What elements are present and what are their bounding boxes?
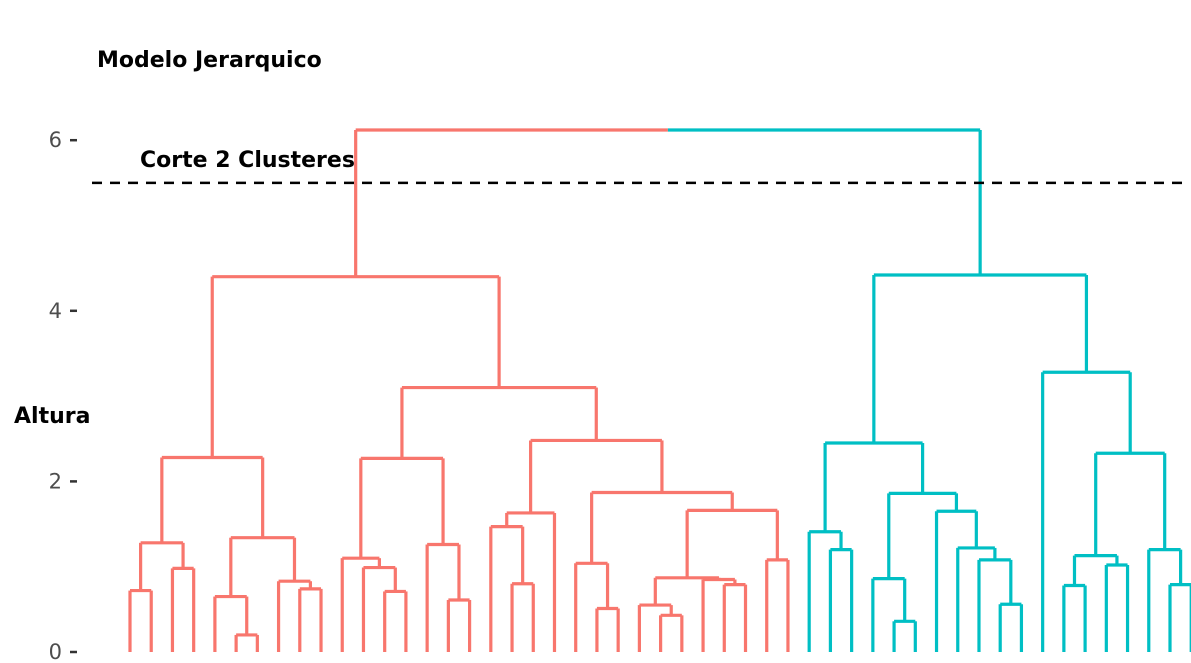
y-tick-label: 4	[49, 299, 62, 323]
dendrogram-branches	[128, 128, 1191, 652]
cut-label: Corte 2 Clusteres	[140, 148, 355, 173]
chart-title: Modelo Jerarquico	[97, 48, 322, 73]
y-tick-label: 6	[49, 128, 62, 152]
y-tick-label: 2	[49, 469, 62, 493]
y-tick-label: 0	[49, 640, 62, 663]
y-axis: 0 2 4 6	[49, 128, 77, 663]
y-axis-label: Altura	[14, 404, 90, 429]
